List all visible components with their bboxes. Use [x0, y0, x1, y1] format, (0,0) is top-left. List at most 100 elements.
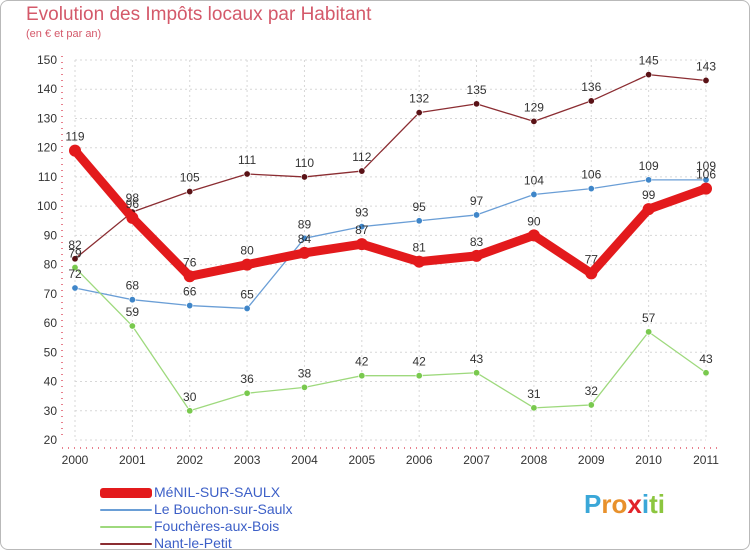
y-tick-label: 50	[44, 345, 58, 359]
data-label: 109	[639, 159, 659, 173]
data-point	[298, 246, 311, 259]
data-label: 59	[126, 305, 140, 319]
data-point	[186, 302, 194, 310]
data-label: 42	[413, 355, 427, 369]
data-point	[702, 76, 710, 84]
data-label: 106	[581, 168, 601, 182]
data-label: 104	[524, 173, 544, 187]
data-point	[413, 255, 426, 268]
data-point	[473, 100, 481, 108]
data-label: 30	[183, 390, 197, 404]
data-label: 129	[524, 100, 544, 114]
data-label: 57	[642, 311, 656, 325]
legend-label: MéNIL-SUR-SAULX	[154, 484, 281, 500]
data-point	[71, 284, 79, 292]
data-label: 89	[298, 217, 312, 231]
data-label: 97	[470, 194, 484, 208]
legend-swatch	[100, 508, 152, 511]
data-labels: 82 98 105 111 110 112 132 135 129 136 145 143 72 68 66…	[65, 54, 716, 404]
logo-letter: i	[641, 489, 650, 519]
data-series	[69, 71, 712, 415]
logo-letter: r	[601, 489, 612, 519]
data-label: 72	[68, 267, 82, 281]
logo-letter: t	[649, 489, 658, 519]
series-line	[74, 179, 707, 310]
data-label: 96	[126, 197, 140, 211]
x-tick-label: 2000	[62, 453, 89, 467]
data-label: 98	[126, 191, 140, 205]
data-label: 99	[642, 188, 656, 202]
data-label: 68	[126, 279, 140, 293]
x-tick-label: 2003	[234, 453, 261, 467]
data-label: 79	[68, 247, 82, 261]
gridlines	[74, 59, 707, 441]
data-label: 77	[585, 252, 599, 266]
data-point	[355, 238, 368, 251]
data-point	[645, 71, 653, 79]
data-label: 119	[65, 130, 84, 144]
legend-label: Le Bouchon-sur-Saulx	[154, 501, 293, 517]
data-point	[241, 258, 254, 271]
data-point	[358, 167, 366, 175]
data-point	[300, 173, 308, 181]
series-line	[70, 146, 711, 281]
data-point	[530, 117, 538, 125]
logo-letter: o	[611, 489, 628, 519]
legend-label: Nant-le-Petit	[154, 535, 232, 551]
data-label: 90	[527, 214, 541, 228]
logo-letter: x	[627, 489, 642, 519]
proxiti-logo: Proxiti	[584, 489, 665, 520]
data-label: 80	[240, 244, 254, 258]
y-tick-label: 30	[44, 404, 58, 418]
y-tick-label: 80	[44, 258, 58, 272]
data-label: 105	[180, 171, 200, 185]
data-point	[645, 176, 653, 184]
data-point	[243, 304, 251, 312]
data-label: 66	[183, 285, 197, 299]
series-line	[74, 73, 707, 260]
data-label: 106	[696, 168, 716, 182]
data-point	[473, 369, 481, 377]
data-label: 145	[639, 54, 659, 68]
y-tick-label: 150	[37, 53, 57, 67]
x-tick-label: 2006	[406, 453, 433, 467]
data-point	[186, 407, 194, 415]
data-label: 43	[699, 352, 713, 366]
data-point	[700, 182, 712, 195]
legend-swatch	[100, 487, 152, 498]
data-point	[645, 328, 653, 336]
data-point	[415, 217, 423, 225]
y-tick-label: 120	[37, 141, 57, 155]
data-label: 93	[355, 206, 369, 220]
x-tick-label: 2004	[291, 453, 318, 467]
series-line	[74, 266, 707, 412]
data-point	[530, 404, 538, 412]
legend-swatch	[100, 542, 152, 545]
data-label: 84	[298, 232, 312, 246]
x-tick-label: 2010	[635, 453, 662, 467]
data-label: 111	[238, 153, 257, 167]
data-point	[243, 389, 251, 397]
x-tick-label: 2009	[578, 453, 605, 467]
y-tick-label: 130	[37, 111, 57, 125]
legend-label: Fouchères-aux-Bois	[154, 518, 280, 534]
legend-swatch	[100, 525, 152, 528]
data-label: 110	[295, 156, 314, 170]
y-tick-label: 140	[37, 82, 57, 96]
data-point	[186, 188, 194, 196]
data-point	[71, 264, 79, 272]
y-tick-label: 40	[44, 375, 58, 389]
data-label: 31	[527, 387, 541, 401]
data-point	[587, 97, 595, 105]
data-point	[642, 203, 655, 216]
data-label: 81	[413, 241, 427, 255]
data-point	[587, 401, 595, 409]
data-point	[473, 211, 481, 219]
data-label: 43	[470, 352, 484, 366]
logo-letter: P	[584, 489, 602, 519]
axes: 20 30 40 50 60 70 80 90 100 110 120 130 140 150 2000 20…	[37, 53, 720, 467]
data-point	[183, 270, 196, 283]
data-point	[470, 249, 483, 262]
x-tick-label: 2007	[463, 453, 490, 467]
data-point	[300, 234, 308, 242]
